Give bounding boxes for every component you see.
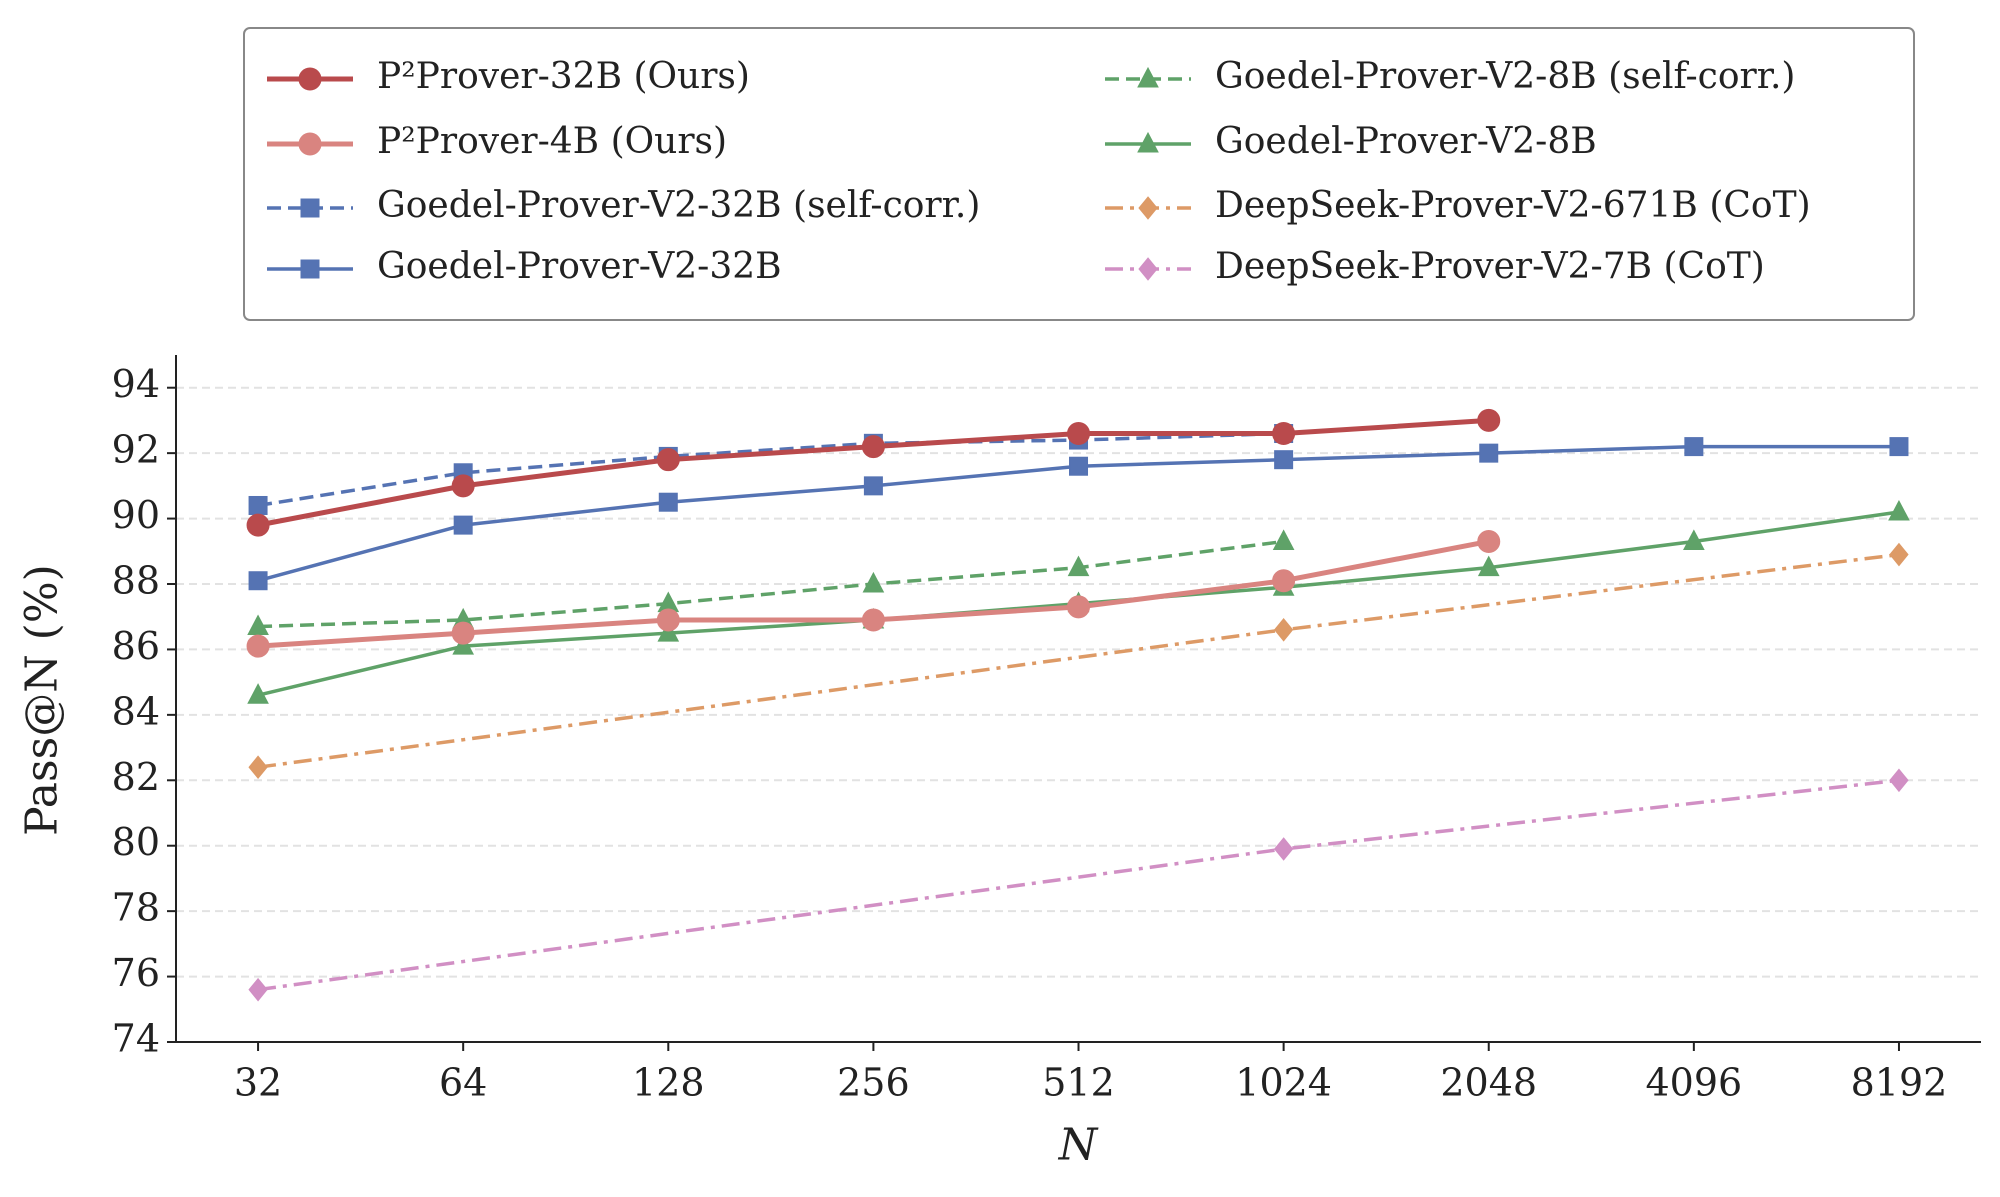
legend-marker [1137, 131, 1159, 153]
legend-label: DeepSeek-Prover-V2-671B (CoT) [1215, 185, 1811, 226]
y-tick-label: 90 [112, 493, 160, 537]
marker [1479, 443, 1499, 463]
marker [247, 683, 269, 704]
marker [861, 435, 885, 459]
y-axis-label: Pass@N (%) [17, 564, 68, 836]
legend-label: Goedel-Prover-V2-32B [377, 246, 782, 287]
marker [247, 614, 269, 636]
marker [1272, 422, 1296, 446]
marker [248, 755, 268, 779]
y-tick-label: 76 [112, 951, 160, 995]
marker [1069, 456, 1089, 476]
x-tick-label: 256 [837, 1061, 910, 1105]
marker [453, 515, 473, 535]
marker [862, 571, 885, 593]
marker [657, 620, 680, 642]
y-tick-label: 74 [112, 1017, 160, 1061]
legend-marker [300, 198, 320, 218]
marker [451, 621, 475, 645]
marker [1274, 450, 1294, 470]
marker [1477, 555, 1500, 577]
legend-label: Goedel-Prover-V2-8B [1215, 121, 1597, 162]
marker [1683, 529, 1705, 550]
marker [656, 448, 680, 472]
marker [1477, 408, 1501, 432]
series-line [258, 539, 1284, 629]
y-tick-label: 80 [112, 820, 160, 864]
marker [1067, 422, 1091, 446]
y-tick-label: 88 [112, 559, 160, 603]
legend-marker [1138, 196, 1158, 220]
legend-label: DeepSeek-Prover-V2-7B (CoT) [1215, 246, 1765, 287]
marker [1272, 569, 1296, 593]
y-tick-label: 78 [112, 886, 160, 930]
x-tick-label: 128 [632, 1061, 705, 1105]
series-line [257, 552, 1900, 769]
legend-box [243, 27, 1915, 321]
marker [1684, 437, 1704, 457]
marker [861, 608, 885, 632]
legend-label: P²Prover-4B (Ours) [377, 121, 727, 162]
marker [246, 634, 270, 658]
x-tick-label: 512 [1042, 1061, 1115, 1105]
legend-marker [298, 67, 322, 91]
marker [1477, 529, 1501, 553]
x-tick-label: 1024 [1235, 1061, 1332, 1105]
marker [248, 495, 268, 515]
marker [656, 608, 680, 632]
legend-marker [1138, 257, 1158, 281]
y-tick-label: 94 [112, 362, 160, 406]
marker [1888, 499, 1910, 521]
series-line [257, 778, 1900, 992]
legend-marker [298, 132, 322, 156]
x-tick-label: 4096 [1645, 1061, 1742, 1105]
marker [246, 513, 270, 537]
marker [1889, 768, 1909, 793]
x-tick-label: 64 [439, 1061, 487, 1105]
marker [1273, 618, 1294, 642]
marker [1889, 437, 1909, 457]
marker [1067, 595, 1091, 619]
marker [863, 476, 883, 496]
marker [1889, 542, 1909, 567]
legend-label: P²Prover-32B (Ours) [377, 56, 750, 97]
marker [451, 474, 475, 498]
y-tick-label: 86 [112, 624, 160, 668]
marker [452, 634, 475, 655]
marker [248, 571, 268, 591]
y-tick-label: 92 [112, 428, 160, 472]
series-line [257, 431, 1284, 508]
marker [1067, 555, 1090, 577]
legend-marker [1137, 66, 1159, 88]
legend-marker [300, 259, 320, 279]
marker [1273, 837, 1294, 861]
x-tick-label: 32 [234, 1061, 282, 1105]
marker [1272, 529, 1295, 550]
legend-label: Goedel-Prover-V2-8B (self-corr.) [1215, 56, 1795, 97]
y-tick-label: 82 [112, 755, 160, 799]
marker [248, 977, 268, 1002]
x-tick-label: 2048 [1440, 1061, 1537, 1105]
x-tick-label: 8192 [1851, 1061, 1948, 1105]
legend-label: Goedel-Prover-V2-32B (self-corr.) [377, 185, 980, 226]
marker [658, 492, 678, 512]
y-tick-label: 84 [112, 689, 160, 733]
x-axis-label: N [1058, 1120, 1099, 1171]
